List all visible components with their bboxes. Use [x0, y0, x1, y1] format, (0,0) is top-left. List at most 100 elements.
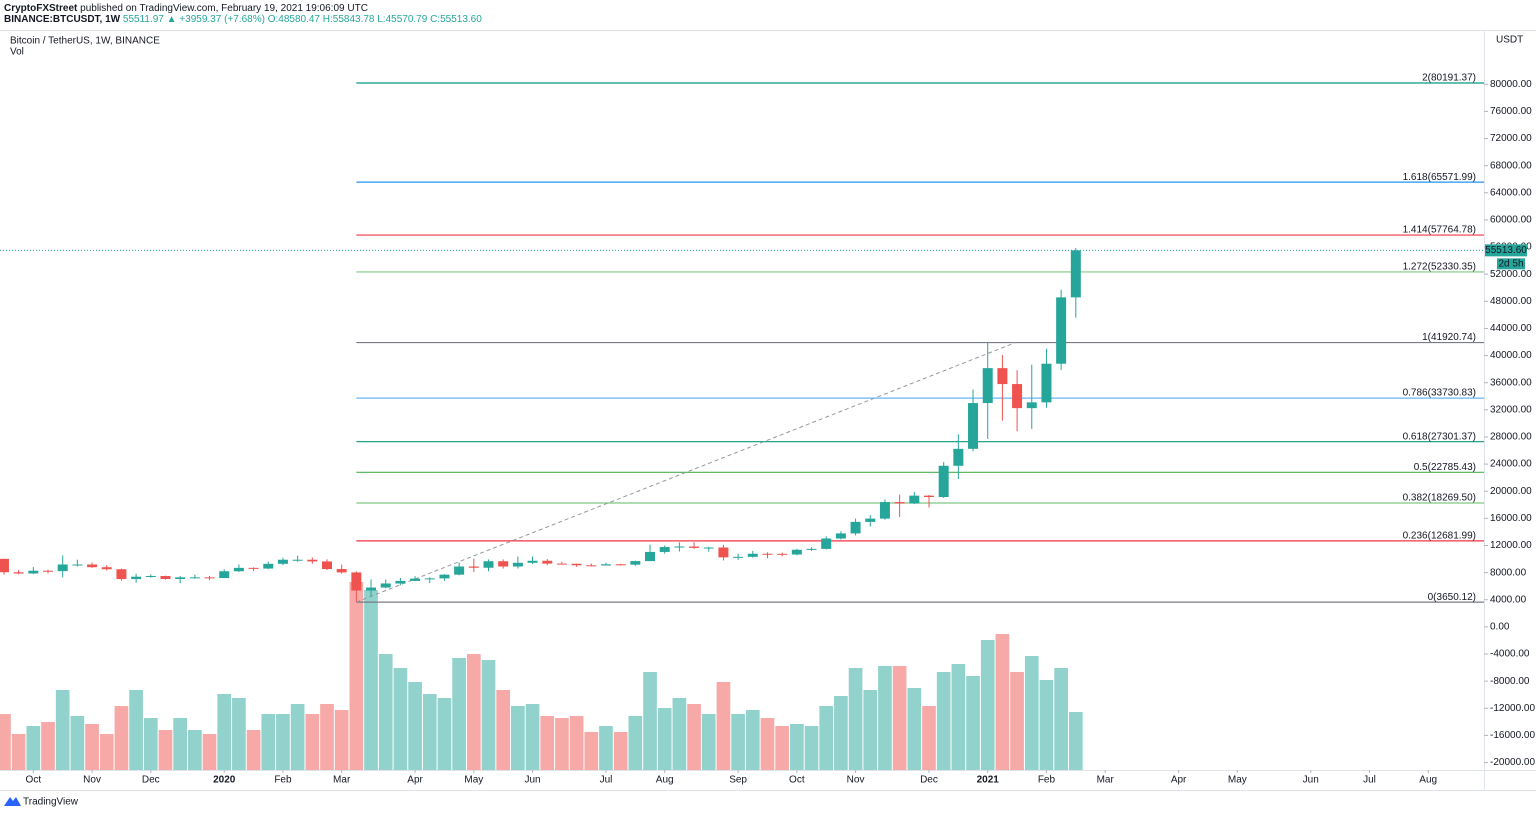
candle-body: [777, 553, 788, 555]
volume-bar: [775, 726, 789, 770]
volume-bar: [701, 714, 716, 770]
volume-bar: [202, 734, 217, 770]
candle-body: [175, 577, 186, 579]
volume-bar: [466, 654, 481, 770]
x-tick-label: Dec: [920, 775, 938, 786]
symbol: BINANCE:BTCUSDT, 1W: [4, 14, 121, 25]
x-tick-label: Jul: [1363, 775, 1376, 786]
candle-body: [28, 570, 39, 574]
candle-body: [277, 559, 288, 564]
candle-body: [894, 502, 905, 504]
y-tick-label: 24000.00: [1490, 459, 1532, 470]
volume-bar: [85, 724, 99, 770]
candle-body: [263, 563, 274, 569]
volume-bar: [393, 668, 408, 770]
candle-body: [527, 560, 538, 563]
volume-bar: [687, 704, 701, 770]
volume-bar: [378, 654, 393, 770]
candle-body: [865, 518, 876, 522]
author: CryptoFXStreet: [4, 3, 78, 14]
volume-bar: [422, 694, 437, 770]
candle-body: [689, 546, 700, 548]
volume-bar: [114, 706, 129, 770]
y-tick-label: 48000.00: [1490, 296, 1532, 307]
volume-bar: [804, 726, 819, 770]
volume-bar: [628, 716, 643, 770]
x-tick-label: Jun: [1303, 775, 1319, 786]
volume-bar: [99, 734, 114, 770]
candle-body: [645, 551, 656, 562]
candle-body: [997, 368, 1008, 385]
volume-bar: [892, 666, 907, 770]
fib-label: 0.5(22785.43): [1414, 462, 1476, 473]
fib-label: 0(3650.12): [1428, 592, 1476, 603]
volume-bar: [26, 726, 41, 770]
x-tick-label: Jul: [600, 775, 613, 786]
y-tick-label: 64000.00: [1490, 187, 1532, 198]
candle-body: [336, 569, 347, 573]
volume-bar: [525, 704, 540, 770]
volume-bar: [540, 716, 555, 770]
volume-bar: [819, 706, 834, 770]
volume-bar: [1054, 668, 1068, 770]
countdown: 2d 5h: [1498, 258, 1523, 269]
x-tick-label: Oct: [789, 775, 805, 786]
y-tick-label: 4000.00: [1490, 594, 1527, 605]
x-tick-label: 2021: [977, 775, 1000, 786]
fib-label: 0.786(33730.83): [1403, 388, 1476, 399]
candle-body: [410, 578, 421, 581]
candle-body: [101, 567, 112, 570]
y-tick-label: 20000.00: [1490, 486, 1532, 497]
volume-bar: [745, 710, 760, 770]
y-tick-label: -8000.00: [1490, 676, 1530, 687]
candle-body: [586, 565, 597, 567]
candle-body: [219, 571, 230, 579]
candle-body: [1056, 297, 1067, 364]
y-tick-label: 44000.00: [1490, 323, 1532, 334]
candle-body: [204, 577, 215, 579]
y-tick-label: 68000.00: [1490, 160, 1532, 171]
fib-label: 1.414(57764.78): [1403, 225, 1476, 236]
volume-bar: [951, 664, 966, 770]
x-tick-label: Feb: [274, 775, 292, 786]
candle-body: [659, 547, 670, 552]
y-tick-label: 16000.00: [1490, 513, 1532, 524]
candle-body: [43, 570, 54, 572]
candle-body: [87, 564, 98, 568]
candle-body: [57, 564, 68, 572]
volume-bar: [1039, 680, 1054, 770]
candle-body: [747, 553, 758, 557]
candle-body: [321, 561, 332, 570]
volume-bar: [129, 690, 143, 770]
volume-bar: [936, 672, 951, 770]
volume-bar: [481, 660, 496, 770]
volume-bar: [320, 704, 334, 770]
candle-body: [556, 563, 567, 565]
candle-body: [72, 564, 83, 566]
volume-bar: [1024, 656, 1039, 770]
volume-bar: [70, 716, 85, 770]
fib-label: 0.618(27301.37): [1403, 431, 1476, 442]
volume-bar: [731, 714, 745, 770]
published: published on TradingView.com, February 1…: [80, 3, 368, 14]
volume-bar: [364, 590, 378, 770]
volume-bar: [246, 730, 261, 770]
logo-icon: [4, 797, 21, 806]
volume-bar: [41, 722, 55, 770]
volume-bar: [1068, 712, 1083, 770]
candle-body: [160, 576, 171, 579]
candle-body: [454, 566, 465, 575]
volume-bar: [848, 668, 863, 770]
candle-body: [600, 564, 611, 566]
volume-bar: [511, 706, 525, 770]
fib-label: 1.272(52330.35): [1403, 262, 1476, 273]
candle-body: [483, 561, 494, 568]
last-price-tag: [1485, 244, 1527, 257]
last-price-label: 55513.60: [1485, 245, 1527, 256]
fib-label: 0.236(12681.99): [1403, 531, 1476, 542]
volume-bar: [11, 734, 26, 770]
volume-bar: [834, 696, 848, 770]
fib-label: 1.618(65571.99): [1403, 172, 1476, 183]
x-tick-label: Apr: [1171, 775, 1187, 786]
candle-body: [233, 567, 244, 572]
